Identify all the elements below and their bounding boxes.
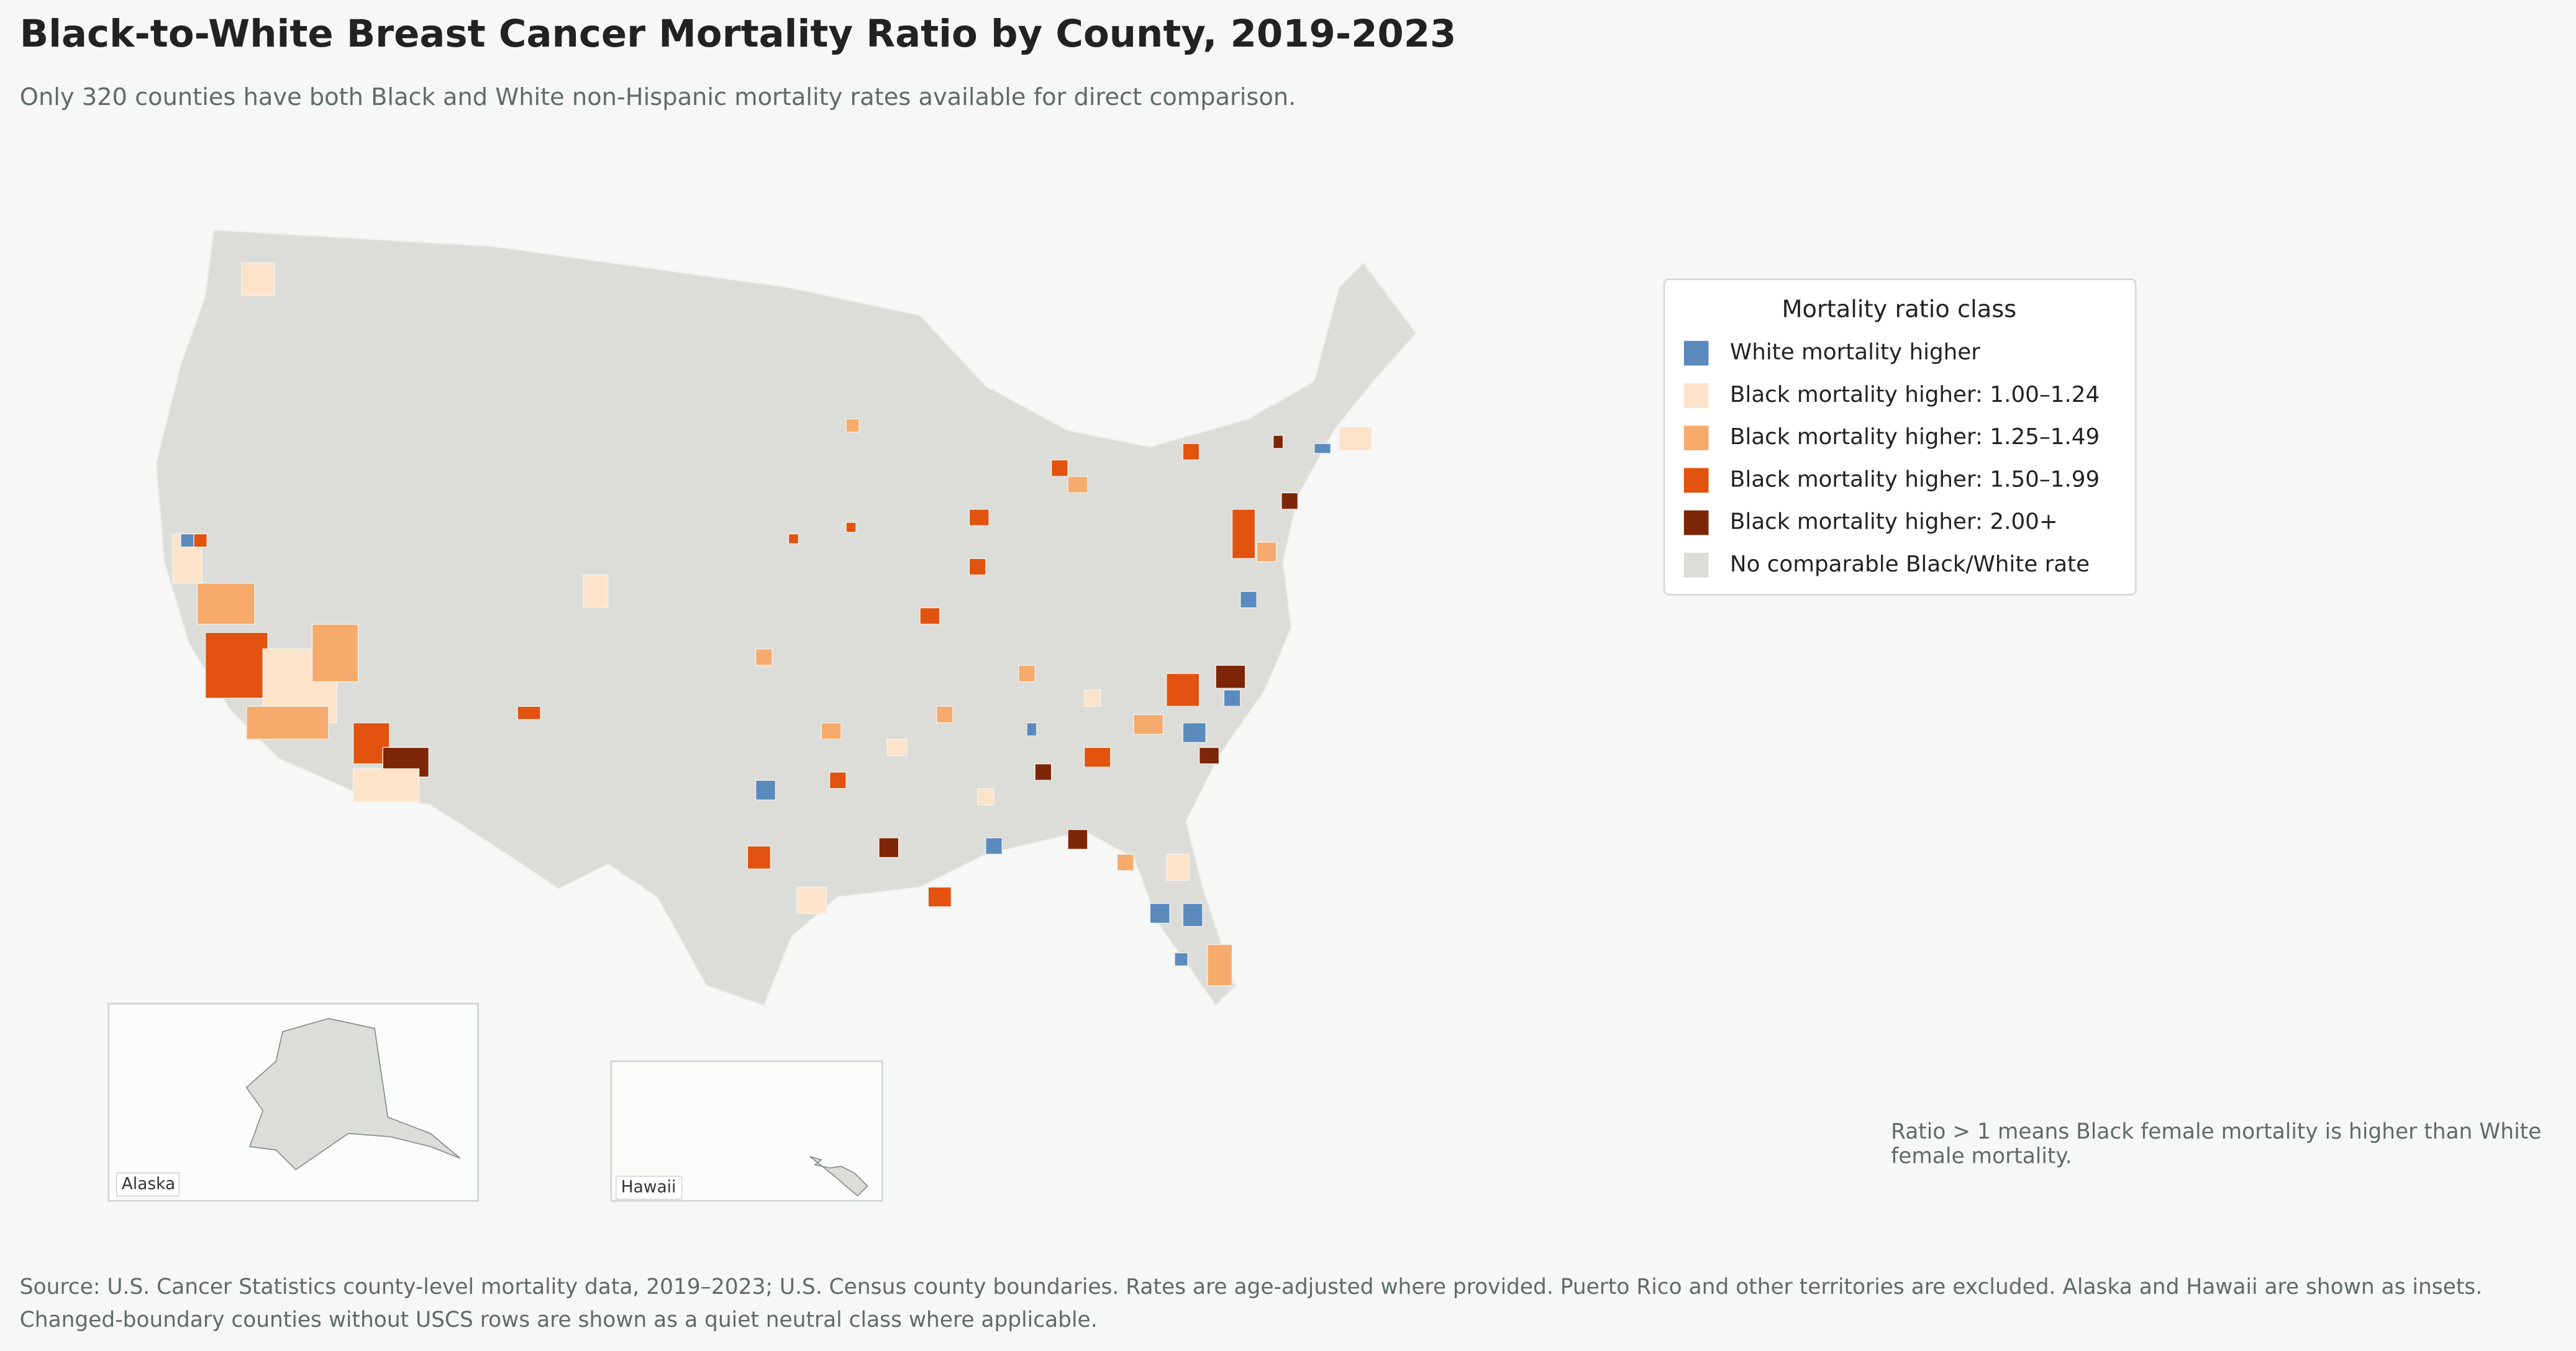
county-patch xyxy=(353,722,390,765)
subtitle: Only 320 counties have both Black and Wh… xyxy=(20,83,1296,111)
county-patch xyxy=(886,739,908,757)
legend-label: Black mortality higher: 2.00+ xyxy=(1730,509,2058,535)
legend-swatch xyxy=(1683,425,1709,450)
county-patch xyxy=(1034,763,1052,781)
legend-label: Black mortality higher: 1.50–1.99 xyxy=(1730,466,2100,492)
county-patch xyxy=(204,632,268,699)
source-line: Changed-boundary counties without USCS r… xyxy=(20,1308,1098,1332)
county-patch xyxy=(1067,476,1088,494)
title: Black-to-White Breast Cancer Mortality R… xyxy=(20,12,1457,56)
county-patch xyxy=(1223,689,1241,707)
county-patch xyxy=(1182,722,1206,744)
county-patch xyxy=(845,522,857,533)
county-patch xyxy=(1174,952,1188,967)
county-patch xyxy=(1067,829,1088,850)
county-patch xyxy=(1083,689,1101,707)
county-patch xyxy=(1166,673,1200,707)
county-patch xyxy=(1133,714,1164,735)
legend-items: White mortality higher Black mortality hi… xyxy=(1683,340,2100,578)
county-patch xyxy=(1116,853,1134,871)
county-patch xyxy=(1256,542,1277,563)
county-patch xyxy=(878,837,899,858)
county-patch xyxy=(1051,459,1068,477)
county-patch xyxy=(196,583,255,625)
inset-label-box xyxy=(616,1175,683,1200)
county-patch xyxy=(788,533,799,545)
county-patch xyxy=(1240,591,1257,609)
county-patch xyxy=(747,845,771,870)
legend-title: Mortality ratio class xyxy=(1782,295,2016,323)
county-patch xyxy=(968,558,986,576)
inset-label: Hawaii xyxy=(621,1178,676,1197)
county-patch xyxy=(583,574,609,609)
county-patch xyxy=(1149,903,1170,924)
county-patch xyxy=(180,533,194,548)
note: Ratio > 1 means Black female mortality i… xyxy=(1891,1120,2542,1170)
legend-swatch xyxy=(1683,468,1709,493)
county-patch xyxy=(1314,443,1331,454)
legend-label: Black mortality higher: 1.00–1.24 xyxy=(1730,382,2100,407)
legend-swatch xyxy=(1683,383,1709,408)
legend-label: White mortality higher xyxy=(1730,340,1980,365)
hawaii-shape xyxy=(809,1156,868,1197)
legend xyxy=(1663,278,2137,596)
alaska-shape xyxy=(245,1017,461,1171)
county-patch xyxy=(755,648,773,666)
county-patch xyxy=(821,722,842,740)
county-patch xyxy=(968,509,990,526)
county-patch xyxy=(1273,435,1284,449)
county-patch xyxy=(829,771,847,789)
county-patch xyxy=(976,788,994,806)
county-overlay xyxy=(172,262,1373,986)
county-patch xyxy=(985,837,1003,855)
county-patch xyxy=(1215,665,1246,689)
county-patch xyxy=(845,418,860,433)
legend-swatch xyxy=(1683,340,1709,366)
county-patch xyxy=(1199,747,1220,765)
legend-label: No comparable Black/White rate xyxy=(1730,552,2090,577)
county-patch xyxy=(796,886,827,914)
county-patch xyxy=(1338,426,1373,451)
county-patch xyxy=(935,706,953,724)
county-patch xyxy=(517,706,541,721)
county-patch xyxy=(1018,665,1035,683)
county-patch xyxy=(927,886,952,907)
county-patch xyxy=(311,624,359,683)
county-patch xyxy=(919,607,940,625)
county-patch xyxy=(755,780,776,801)
county-patch xyxy=(1083,747,1111,768)
county-patch xyxy=(1207,944,1233,986)
county-patch xyxy=(246,706,329,740)
note-box: Ratio > 1 means Black female mortality i… xyxy=(1891,1120,2542,1170)
legend-label: Black mortality higher: 1.25–1.49 xyxy=(1730,424,2100,450)
inset-label: Alaska xyxy=(122,1174,175,1193)
legend-swatch xyxy=(1683,510,1709,535)
county-patch xyxy=(1166,853,1190,881)
inset-label-box xyxy=(116,1172,180,1197)
county-patch xyxy=(1231,509,1256,559)
legend-swatch xyxy=(1683,552,1709,578)
source-line: Source: U.S. Cancer Statistics county-le… xyxy=(20,1275,2482,1299)
county-patch xyxy=(1182,903,1203,927)
county-patch xyxy=(1281,492,1299,510)
county-patch xyxy=(241,262,275,296)
county-patch xyxy=(353,768,420,803)
county-patch xyxy=(193,533,207,548)
county-patch xyxy=(1182,443,1200,461)
county-patch xyxy=(1026,722,1037,737)
